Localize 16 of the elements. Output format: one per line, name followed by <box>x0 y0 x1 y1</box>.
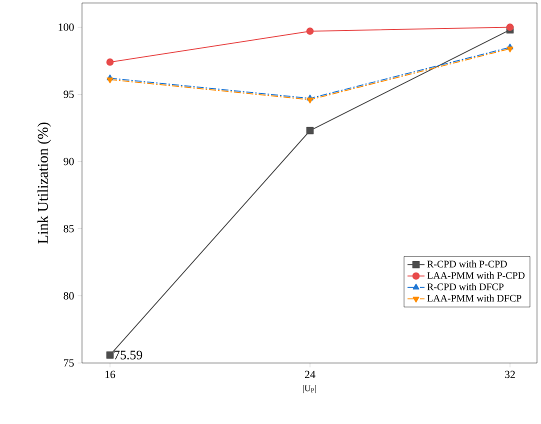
x-axis-title: |U$_{P}$| <box>303 384 316 394</box>
y-tick-label: 80 <box>64 292 74 300</box>
y-tick-label: 95 <box>64 90 74 98</box>
y-tick-label: 100 <box>58 23 74 31</box>
y-axis-title: Link Utilization (%) <box>37 122 51 244</box>
x-tick-label: 24 <box>305 370 316 378</box>
y-tick-label: 85 <box>64 224 74 232</box>
legend-label: LAA-PMM with P-CPD <box>427 272 525 279</box>
x-tick-label: 32 <box>505 370 515 378</box>
legend-label: R-CPD with DFCP <box>427 283 504 290</box>
legend-label: R-CPD with P-CPD <box>427 260 507 268</box>
legend-label: LAA-PMM with DFCP <box>427 294 522 302</box>
y-tick-label: 75 <box>64 359 74 367</box>
y-tick-label: 90 <box>64 158 74 166</box>
x-tick-label: 16 <box>105 370 116 378</box>
annotation: 75.59 <box>114 350 142 360</box>
